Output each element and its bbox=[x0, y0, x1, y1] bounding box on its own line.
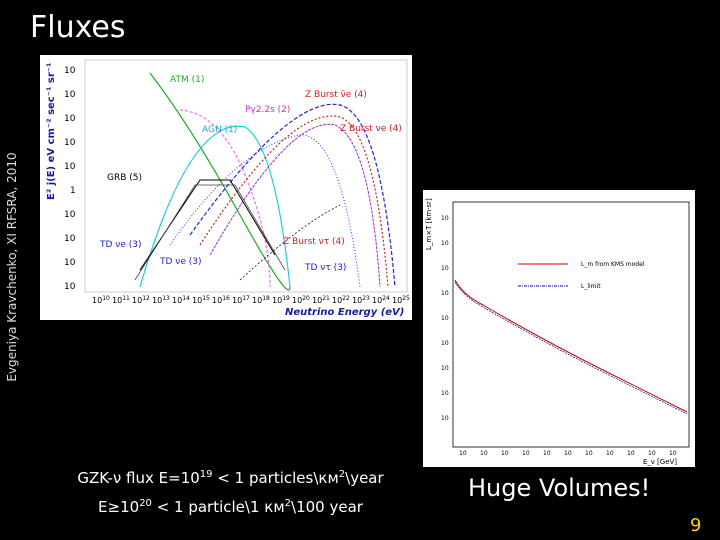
grb-curve bbox=[134, 184, 286, 281]
legend-limit: L_limit bbox=[581, 283, 601, 290]
ytick: 10 bbox=[64, 258, 76, 268]
caption-line-2: E≥1020 < 1 particle\1 км2\100 year bbox=[98, 498, 363, 516]
ytick: 10 bbox=[64, 282, 76, 292]
page-title: Fluxes bbox=[30, 10, 126, 45]
xtick: 1013 bbox=[152, 295, 170, 305]
ytick: 10 bbox=[441, 265, 449, 272]
effective-volume-figure: L_m×T [km·sr] 10 10 10 10 10 10 10 10 10… bbox=[423, 190, 695, 467]
xtick: 1011 bbox=[112, 295, 130, 305]
label-zburst-1: Z Burst ν̄e (4) bbox=[305, 90, 367, 100]
xtick: 10 bbox=[669, 450, 677, 457]
ytick: 10 bbox=[64, 114, 76, 124]
xtick: 1020 bbox=[292, 295, 310, 305]
xtick: 10 bbox=[606, 450, 614, 457]
neutrino-flux-figure: E² j(E) eV cm⁻² sec⁻¹ sr⁻¹ 10 10 10 10 1… bbox=[40, 55, 412, 320]
xtick: 10 bbox=[564, 450, 572, 457]
caption-line-1: GZK-ν flux E=1019 < 1 particles\км2\year bbox=[77, 469, 384, 487]
xtick: 1021 bbox=[312, 295, 330, 305]
label-pg: Pγ2.2s (2) bbox=[245, 105, 290, 115]
xtick: 1012 bbox=[132, 295, 150, 305]
ytick: 10 bbox=[441, 240, 449, 247]
ytick: 10 bbox=[64, 234, 76, 244]
label-agn: AGN (1) bbox=[202, 125, 237, 135]
page-number: 9 bbox=[690, 515, 702, 536]
author-credit: Evgeniya Kravchenko, XI RFSRA, 2010 bbox=[5, 152, 19, 382]
ytick: 10 bbox=[441, 340, 449, 347]
ytick: 10 bbox=[64, 66, 76, 76]
xtick: 1017 bbox=[232, 295, 250, 305]
callout-text: Huge Volumes! bbox=[468, 474, 651, 502]
xtick: 10 bbox=[459, 450, 467, 457]
ytick: 10 bbox=[64, 210, 76, 220]
agn-curve bbox=[139, 125, 291, 288]
xtick: 1022 bbox=[332, 295, 350, 305]
xtick: 10 bbox=[522, 450, 530, 457]
atm-curve bbox=[149, 72, 291, 291]
volume-ylabel: L_m×T [km·sr] bbox=[425, 198, 433, 250]
xtick: 1024 bbox=[372, 295, 390, 305]
xtick: 10 bbox=[501, 450, 509, 457]
ytick: 10 bbox=[64, 162, 76, 172]
label-zburst-2: Z Burst νe (4) bbox=[340, 124, 402, 134]
ytick: 10 bbox=[64, 90, 76, 100]
label-td-3: TD ντ (3) bbox=[304, 263, 346, 273]
xtick: 1014 bbox=[172, 295, 190, 305]
td-curve bbox=[239, 204, 341, 281]
xtick: 1025 bbox=[392, 295, 410, 305]
xtick: 1015 bbox=[192, 295, 210, 305]
xtick-group: 10 10 10 10 10 10 10 10 10 10 10 bbox=[459, 450, 677, 457]
label-td-1: TD νe (3) bbox=[99, 240, 141, 250]
flux-ylabel: E² j(E) eV cm⁻² sec⁻¹ sr⁻¹ bbox=[46, 63, 57, 200]
xtick: 10 bbox=[585, 450, 593, 457]
xtick: 1023 bbox=[352, 295, 370, 305]
kms-curve bbox=[454, 279, 688, 413]
ytick: 10 bbox=[441, 365, 449, 372]
flux-xlabel: Neutrino Energy (eV) bbox=[285, 307, 404, 318]
xtick: 1018 bbox=[252, 295, 270, 305]
volume-xlabel: E_ν [GeV] bbox=[643, 458, 677, 466]
ytick: 10 bbox=[441, 415, 449, 422]
label-zburst-3: Z Burst ντ (4) bbox=[283, 237, 345, 247]
label-atm: ATM (1) bbox=[170, 75, 204, 85]
xtick: 10 bbox=[648, 450, 656, 457]
xtick: 10 bbox=[480, 450, 488, 457]
xtick: 1016 bbox=[212, 295, 230, 305]
caption: GZK-ν flux E=1019 < 1 particles\км2\year… bbox=[58, 462, 403, 520]
xtick: 10 bbox=[543, 450, 551, 457]
ytick: 10 bbox=[64, 138, 76, 148]
label-td-2: TD νe (3) bbox=[159, 257, 201, 267]
xtick: 10 bbox=[627, 450, 635, 457]
ytick: 10 bbox=[441, 290, 449, 297]
zburst-curve bbox=[189, 103, 396, 288]
ytick: 10 bbox=[441, 315, 449, 322]
zburst-curve bbox=[199, 115, 389, 288]
legend-kms: L_m from KMS model bbox=[581, 261, 645, 268]
xtick: 1019 bbox=[272, 295, 290, 305]
xtick: 1010 bbox=[92, 295, 110, 305]
xtick-group: 1010 1011 1012 1013 1014 1015 1016 1017 1018 1019… bbox=[92, 295, 410, 305]
label-grb: GRB (5) bbox=[107, 173, 142, 183]
td-curve bbox=[169, 134, 361, 288]
ytick: 1 bbox=[70, 186, 76, 196]
limit-curve bbox=[454, 281, 688, 415]
ytick: 10 bbox=[441, 390, 449, 397]
ytick: 10 bbox=[441, 215, 449, 222]
